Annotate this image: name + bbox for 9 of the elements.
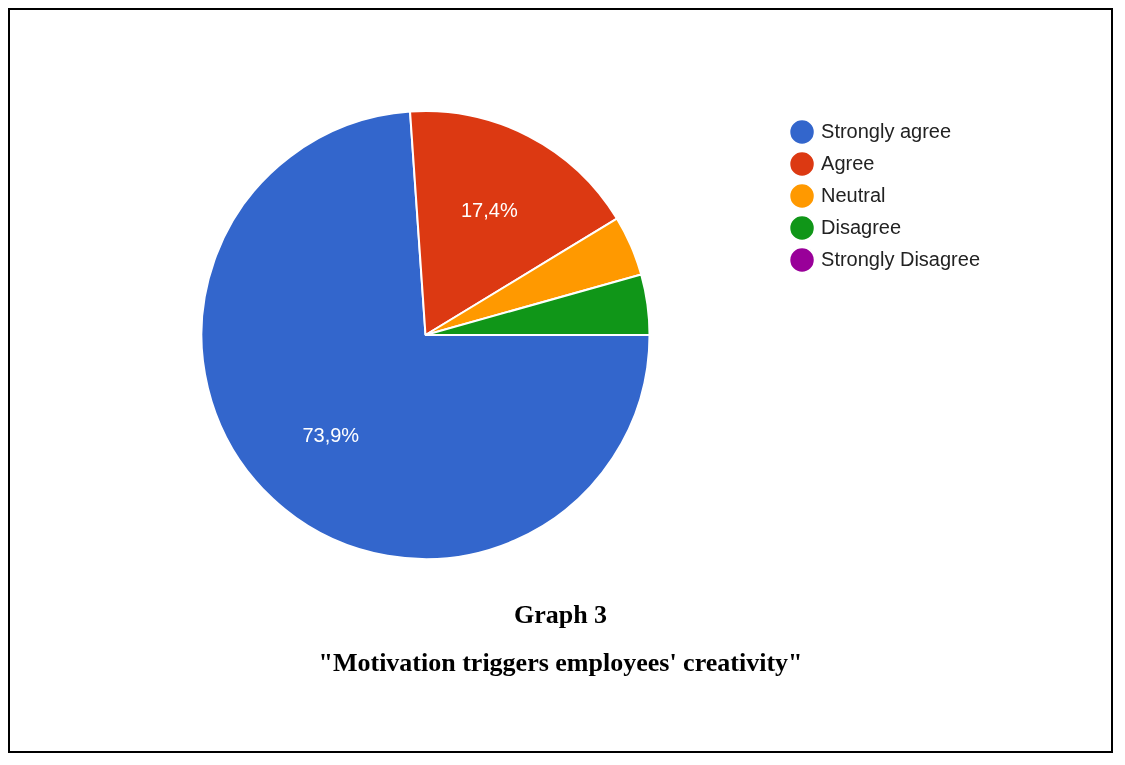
- legend-label: Disagree: [821, 215, 902, 238]
- legend-label: Strongly agree: [821, 119, 952, 142]
- legend-label: Strongly Disagree: [821, 247, 980, 270]
- text: Graph 3: [512, 600, 609, 630]
- data-label: 73,9%: [302, 424, 360, 447]
- data-label: 17,4%: [460, 199, 518, 222]
- text: "Motivation triggers employees' creativity": [317, 648, 804, 678]
- legend-label: Agree: [821, 151, 875, 174]
- legend-label: Neutral: [821, 183, 886, 206]
